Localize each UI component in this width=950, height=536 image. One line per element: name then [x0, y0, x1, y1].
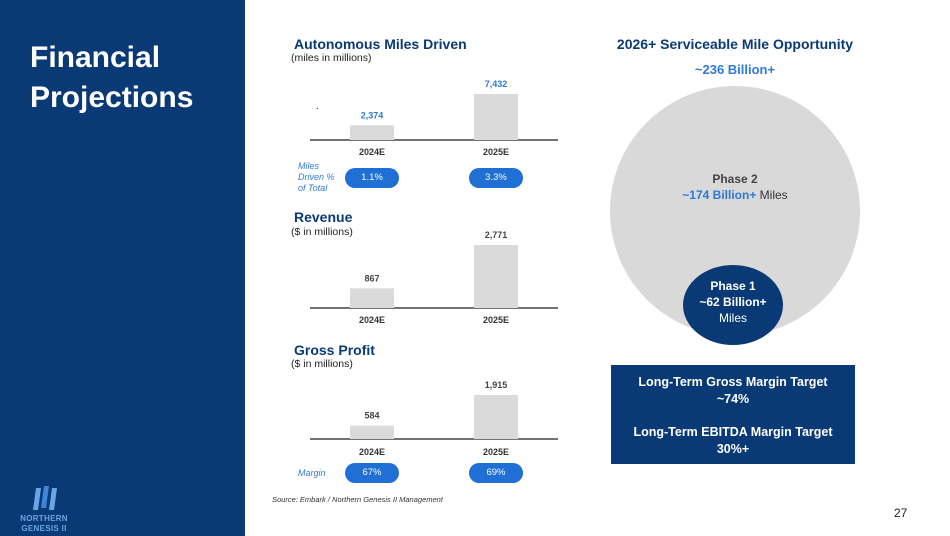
stray-dot: .: [316, 101, 319, 112]
margin-2024e-badge: 67%: [345, 463, 399, 483]
phase2-unit: Miles: [756, 188, 788, 202]
logo-line1: NORTHERN: [20, 514, 68, 523]
slide-title: Financial Projections: [30, 38, 230, 118]
gross-profit-value-2024e: 584: [364, 411, 379, 421]
gross-profit-bar-2025e: [474, 395, 518, 439]
miles-pct-label-line1: Miles: [298, 161, 320, 171]
phase2-value: ~174 Billion+: [682, 188, 757, 202]
gross-margin-target-value: ~74%: [716, 392, 750, 406]
slide-title-line2: Projections: [30, 81, 194, 114]
miles-pct-2025e-badge: 3.3%: [469, 168, 523, 188]
source-footnote: Source: Embark / Northern Genesis II Man…: [272, 495, 443, 504]
sidebar-panel: [0, 0, 245, 536]
gross-profit-value-2025e: 1,915: [485, 380, 508, 390]
phase1-value: ~62 Billion+: [699, 295, 767, 309]
miles-pct-label-line2: Driven %: [298, 172, 335, 182]
margin-row-label: Margin: [298, 468, 326, 478]
revenue-category-2024e: 2024E: [359, 315, 385, 325]
phase2-name: Phase 2: [712, 172, 758, 186]
ebitda-target-value: 30%+: [716, 442, 750, 456]
long-term-targets-box: Long-Term Gross Margin Target ~74% Long-…: [611, 365, 855, 464]
phase1-circle: [683, 265, 783, 345]
gross-profit-chart-title: Gross Profit: [294, 342, 375, 358]
slide-title-line1: Financial: [30, 41, 161, 74]
revenue-value-2024e: 867: [364, 273, 379, 283]
miles-value-2025e: 7,432: [485, 79, 508, 89]
revenue-chart-title: Revenue: [294, 209, 353, 225]
phase1-label: Phase 1 ~62 Billion+ Miles: [683, 278, 783, 326]
miles-pct-label-line3: of Total: [298, 183, 328, 193]
opportunity-title: 2026+ Serviceable Mile Opportunity: [616, 36, 854, 52]
gross-profit-chart-subtitle: ($ in millions): [291, 358, 353, 370]
revenue-value-2025e: 2,771: [485, 230, 508, 240]
gross-profit-category-2025e: 2025E: [483, 447, 509, 457]
ebitda-target-label: Long-Term EBITDA Margin Target: [633, 425, 833, 439]
miles-chart-title: Autonomous Miles Driven: [294, 36, 467, 52]
miles-category-2024e: 2024E: [359, 147, 385, 157]
miles-pct-row-label: Miles Driven % of Total: [298, 161, 335, 194]
opportunity-total: ~236 Billion+: [694, 62, 776, 77]
gross-profit-bar-2024e: [350, 425, 394, 439]
revenue-chart-subtitle: ($ in millions): [291, 226, 353, 238]
revenue-bar-2024e: [350, 288, 394, 308]
phase1-name: Phase 1: [710, 279, 756, 293]
gross-margin-target-label: Long-Term Gross Margin Target: [638, 375, 828, 389]
page-number: 27: [894, 506, 908, 520]
phase1-unit: Miles: [718, 311, 747, 325]
miles-bar-2024e: [350, 125, 394, 140]
revenue-bar-2025e: [474, 245, 518, 308]
phase2-label: Phase 2 ~174 Billion+ Miles: [610, 171, 860, 203]
logo-line2: GENESIS II: [21, 524, 67, 533]
miles-category-2025e: 2025E: [483, 147, 509, 157]
logo-wordmark: NORTHERN GENESIS II: [14, 514, 74, 534]
northern-genesis-logo-icon: [33, 486, 57, 510]
miles-value-2024e: 2,374: [361, 110, 384, 120]
miles-chart-subtitle: (miles in millions): [291, 52, 372, 64]
revenue-category-2025e: 2025E: [483, 315, 509, 325]
margin-2025e-badge: 69%: [469, 463, 523, 483]
miles-pct-2024e-badge: 1.1%: [345, 168, 399, 188]
gross-profit-category-2024e: 2024E: [359, 447, 385, 457]
miles-bar-2025e: [474, 94, 518, 140]
